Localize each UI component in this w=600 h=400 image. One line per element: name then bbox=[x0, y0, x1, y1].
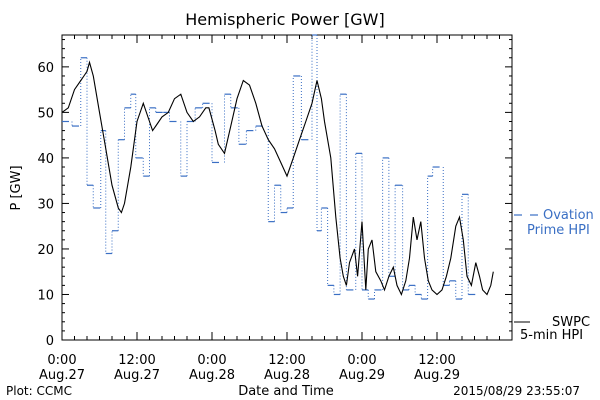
series-swpc-5min-hpi bbox=[61, 60, 494, 296]
y-axis: 0 10 20 30 40 50 60 bbox=[37, 39, 512, 349]
y-tick-label: 10 bbox=[37, 288, 54, 303]
legend-ovation-label-1: Ovation bbox=[543, 208, 594, 223]
y-tick-label: 40 bbox=[37, 152, 54, 167]
x-tick-label-day: Aug.28 bbox=[264, 368, 310, 383]
swpc-line bbox=[61, 60, 494, 296]
x-tick-label-time: 0:00 bbox=[197, 353, 226, 368]
legend-swpc-label-2: 5-min HPI bbox=[520, 328, 583, 343]
x-tick-label-day: Aug.28 bbox=[189, 368, 235, 383]
x-tick-label-day: Aug.29 bbox=[339, 368, 385, 383]
y-axis-label: P [GW] bbox=[9, 165, 24, 210]
x-tick-label-time: 0:00 bbox=[347, 353, 376, 368]
y-tick-label: 0 bbox=[46, 334, 54, 349]
y-tick-label: 20 bbox=[37, 243, 54, 258]
footer-timestamp: 2015/08/29 23:55:07 bbox=[453, 384, 580, 398]
legend-ovation-label-2: Prime HPI bbox=[527, 223, 590, 238]
chart-title: Hemispheric Power [GW] bbox=[185, 10, 384, 29]
x-tick-label-day: Aug.29 bbox=[414, 368, 460, 383]
x-tick-label-time: 12:00 bbox=[418, 353, 455, 368]
footer-source: Plot: CCMC bbox=[6, 384, 72, 398]
x-tick-label-time: 12:00 bbox=[268, 353, 305, 368]
plot-frame bbox=[61, 34, 513, 341]
legend-swpc-label-1: SWPC bbox=[552, 315, 590, 330]
x-tick-label-day: Aug.27 bbox=[114, 368, 160, 383]
y-tick-label: 60 bbox=[37, 61, 54, 76]
series-ovation-prime-hpi bbox=[62, 34, 476, 300]
y-tick-label: 50 bbox=[37, 106, 54, 121]
x-axis: 0:00Aug.2712:00Aug.270:00Aug.2812:00Aug.… bbox=[39, 35, 513, 383]
x-axis-label: Date and Time bbox=[238, 384, 334, 399]
x-tick-label-time: 12:00 bbox=[118, 353, 155, 368]
x-tick-label-day: Aug.27 bbox=[39, 368, 85, 383]
y-tick-label: 30 bbox=[37, 197, 54, 212]
series-layer bbox=[61, 34, 494, 300]
x-tick-label-time: 0:00 bbox=[47, 353, 76, 368]
